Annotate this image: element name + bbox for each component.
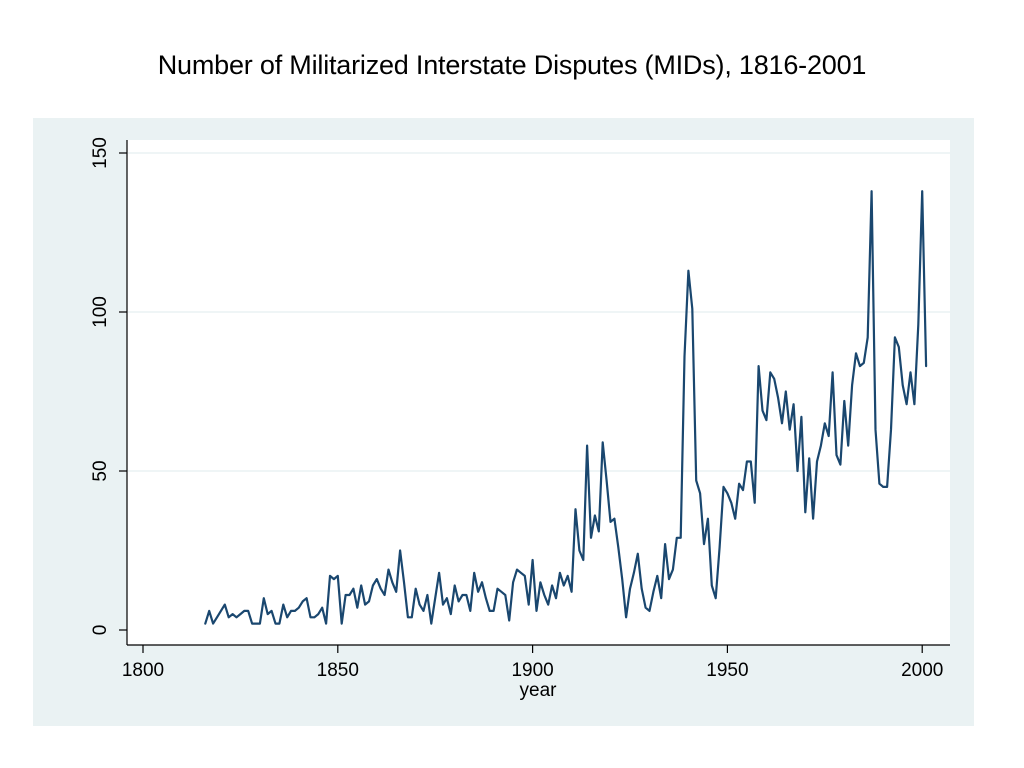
y-axis-ticks: 0 50 100 150 — [90, 137, 127, 635]
y-tick-label-150: 150 — [90, 137, 111, 169]
x-axis-ticks: 1800 1850 1900 1950 2000 — [122, 645, 943, 681]
y-tick-label-50: 50 — [90, 460, 111, 481]
x-tick-label-1800: 1800 — [122, 660, 164, 681]
x-tick-label-1900: 1900 — [511, 660, 553, 681]
y-tick-label-100: 100 — [90, 296, 111, 328]
series-line-0 — [204, 190, 928, 625]
x-tick-label-1950: 1950 — [706, 660, 748, 681]
x-tick-label-1850: 1850 — [317, 660, 359, 681]
chart-svg: 0 50 100 150 1800 1850 1900 1950 2000 year — [33, 118, 974, 726]
x-tick-label-2000: 2000 — [901, 660, 943, 681]
x-axis-title: year — [520, 680, 558, 701]
plot-region — [127, 140, 950, 645]
chart-panel: 0 50 100 150 1800 1850 1900 1950 2000 year — [33, 118, 974, 726]
series-layer — [204, 190, 928, 625]
y-tick-label-0: 0 — [90, 625, 111, 636]
chart-title: Number of Militarized Interstate Dispute… — [157, 50, 867, 80]
gridlines — [128, 152, 950, 472]
